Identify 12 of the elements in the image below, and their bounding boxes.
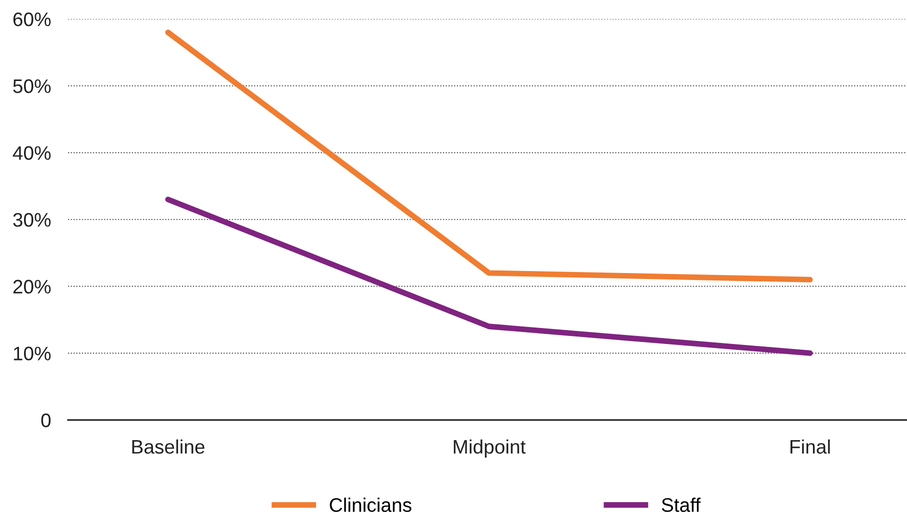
- y-tick-label: 10%: [14, 346, 51, 360]
- x-tick-label: Midpoint: [454, 439, 526, 458]
- y-tick-label: 60%: [13, 12, 51, 26]
- y-tick-label: 50%: [13, 79, 51, 94]
- y-tick-label: 30%: [13, 212, 51, 227]
- y-tick-label: 20%: [13, 280, 51, 294]
- x-tick-label: Baseline: [132, 439, 204, 454]
- legend-label: Staff: [662, 498, 701, 512]
- y-tick-label: 40%: [12, 146, 51, 160]
- x-tick-label: Final: [790, 439, 830, 454]
- legend-label: Clinicians: [330, 498, 412, 512]
- y-tick-label: 0: [41, 413, 51, 428]
